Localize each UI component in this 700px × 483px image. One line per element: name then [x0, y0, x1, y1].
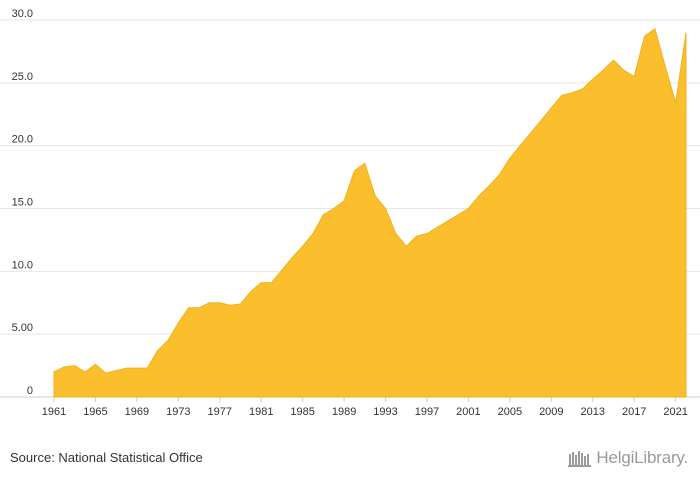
y-tick-label: 5.00	[12, 322, 33, 334]
x-axis-ticks: 1961 1965 1969 1973 1977 1981 1985 1989 1993 1997…	[42, 397, 688, 418]
x-tick-label: 2021	[663, 406, 687, 418]
y-tick-label: 30.0	[12, 8, 33, 20]
y-tick-label: 0	[27, 385, 33, 397]
y-axis-ticks: 0 5.00 10.0 15.0 20.0 25.0 30.0	[12, 8, 33, 397]
area-series	[53, 27, 687, 398]
x-tick-label: 2013	[581, 406, 605, 418]
x-tick-label: 1961	[42, 406, 66, 418]
x-tick-label: 1973	[166, 406, 190, 418]
y-tick-label: 20.0	[12, 134, 33, 146]
x-tick-label: 2005	[498, 406, 522, 418]
y-tick-label: 25.0	[12, 71, 33, 83]
x-tick-label: 2017	[622, 406, 646, 418]
library-icon	[568, 451, 592, 467]
x-tick-label: 1997	[415, 406, 439, 418]
x-tick-label: 1965	[83, 406, 107, 418]
helgilibrary-logo: HelgiLibrary.	[568, 448, 688, 468]
x-tick-label: 1977	[208, 406, 232, 418]
x-tick-label: 1969	[125, 406, 149, 418]
x-tick-label: 2009	[539, 406, 563, 418]
y-tick-label: 15.0	[12, 197, 33, 209]
x-tick-label: 2001	[456, 406, 480, 418]
x-tick-label: 1981	[249, 406, 273, 418]
x-tick-label: 1989	[332, 406, 356, 418]
source-note: Source: National Statistical Office	[10, 450, 203, 465]
y-tick-label: 10.0	[12, 259, 33, 271]
logo-text: HelgiLibrary.	[596, 448, 688, 467]
x-tick-label: 1993	[373, 406, 397, 418]
x-tick-label: 1985	[290, 406, 314, 418]
